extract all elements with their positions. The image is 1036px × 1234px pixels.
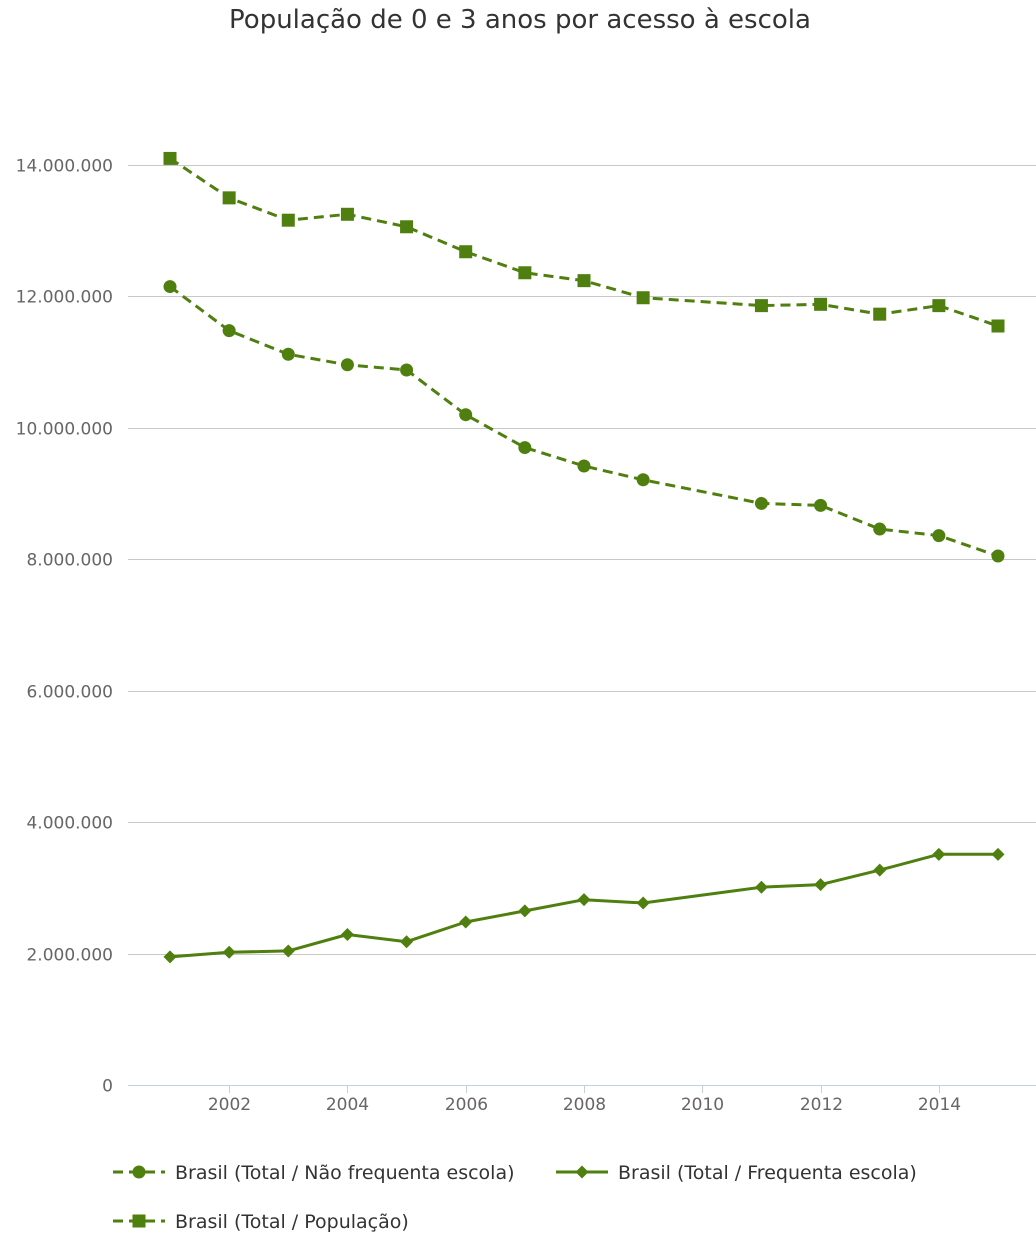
data-point [754, 496, 768, 510]
x-axis: 2002 2004 2006 2008 2010 2012 2014 [128, 1085, 1036, 1115]
data-point [873, 522, 887, 536]
data-point [400, 935, 414, 949]
data-point [163, 151, 177, 165]
grid-lines [128, 165, 1036, 955]
data-point [636, 896, 650, 910]
data-point [163, 280, 177, 294]
y-axis-labels: 0 2.000.000 4.000.000 6.000.000 8.000.000 10.… [16, 157, 113, 1097]
legend-label: Brasil (Total / Frequenta escola) [618, 1162, 917, 1184]
legend-item[interactable]: Brasil (Total / Frequenta escola) [556, 1162, 917, 1184]
x-tick-label: 2008 [563, 1095, 606, 1115]
series-line [169, 157, 999, 328]
y-tick-label: 14.000.000 [16, 157, 113, 177]
legend-marker [575, 1165, 589, 1179]
data-point [281, 944, 295, 958]
legend-marker [132, 1214, 146, 1228]
data-point [163, 950, 177, 964]
data-point [459, 915, 473, 929]
data-point [991, 319, 1005, 333]
data-point [222, 324, 236, 338]
y-tick-label: 0 [102, 1077, 113, 1097]
series-3 [163, 151, 1005, 333]
data-point [814, 878, 828, 892]
legend-label: Brasil (Total / População) [175, 1211, 409, 1233]
data-point [932, 299, 946, 313]
data-point [814, 297, 828, 311]
y-tick-label: 2.000.000 [26, 946, 113, 966]
data-point [991, 847, 1005, 861]
x-tick-label: 2012 [800, 1095, 843, 1115]
data-point [340, 358, 354, 372]
data-point [873, 307, 887, 321]
legend-label: Brasil (Total / Não frequenta escola) [175, 1162, 515, 1184]
data-point [518, 904, 532, 918]
series-line [169, 852, 998, 959]
data-point [754, 299, 768, 313]
chart-title: População de 0 e 3 anos por acesso à esc… [229, 5, 811, 35]
legend-item[interactable]: Brasil (Total / Não frequenta escola) [113, 1162, 515, 1184]
data-point [636, 473, 650, 487]
series-2 [163, 847, 1005, 964]
data-point [754, 880, 768, 894]
data-point [281, 347, 295, 361]
y-tick-label: 8.000.000 [26, 551, 113, 571]
data-point [459, 408, 473, 422]
series-lines [163, 151, 1005, 964]
data-point [281, 213, 295, 227]
data-point [400, 363, 414, 377]
data-point [518, 441, 532, 455]
y-tick-label: 10.000.000 [16, 420, 113, 440]
data-point [518, 266, 532, 280]
data-point [636, 291, 650, 305]
y-tick-label: 12.000.000 [16, 288, 113, 308]
x-tick-label: 2002 [208, 1095, 251, 1115]
x-tick-label: 2004 [326, 1095, 369, 1115]
x-tick-label: 2006 [445, 1095, 488, 1115]
data-point [577, 274, 591, 288]
data-point [577, 459, 591, 473]
data-point [873, 863, 887, 877]
data-point [222, 945, 236, 959]
data-point [814, 498, 828, 512]
legend-marker [132, 1165, 146, 1179]
data-point [991, 549, 1005, 563]
data-point [459, 245, 473, 259]
data-point [400, 220, 414, 234]
data-point [222, 191, 236, 205]
data-point [577, 893, 591, 907]
x-tick-label: 2014 [918, 1095, 961, 1115]
data-point [932, 529, 946, 543]
data-point [340, 207, 354, 221]
series-line [169, 285, 999, 558]
legend: Brasil (Total / Não frequenta escola) Bra… [113, 1162, 917, 1233]
data-point [932, 847, 946, 861]
x-tick-label: 2010 [681, 1095, 724, 1115]
data-point [340, 928, 354, 942]
y-tick-label: 6.000.000 [26, 683, 113, 703]
legend-item[interactable]: Brasil (Total / População) [113, 1211, 409, 1233]
series-1 [163, 280, 1005, 563]
y-tick-label: 4.000.000 [26, 814, 113, 834]
